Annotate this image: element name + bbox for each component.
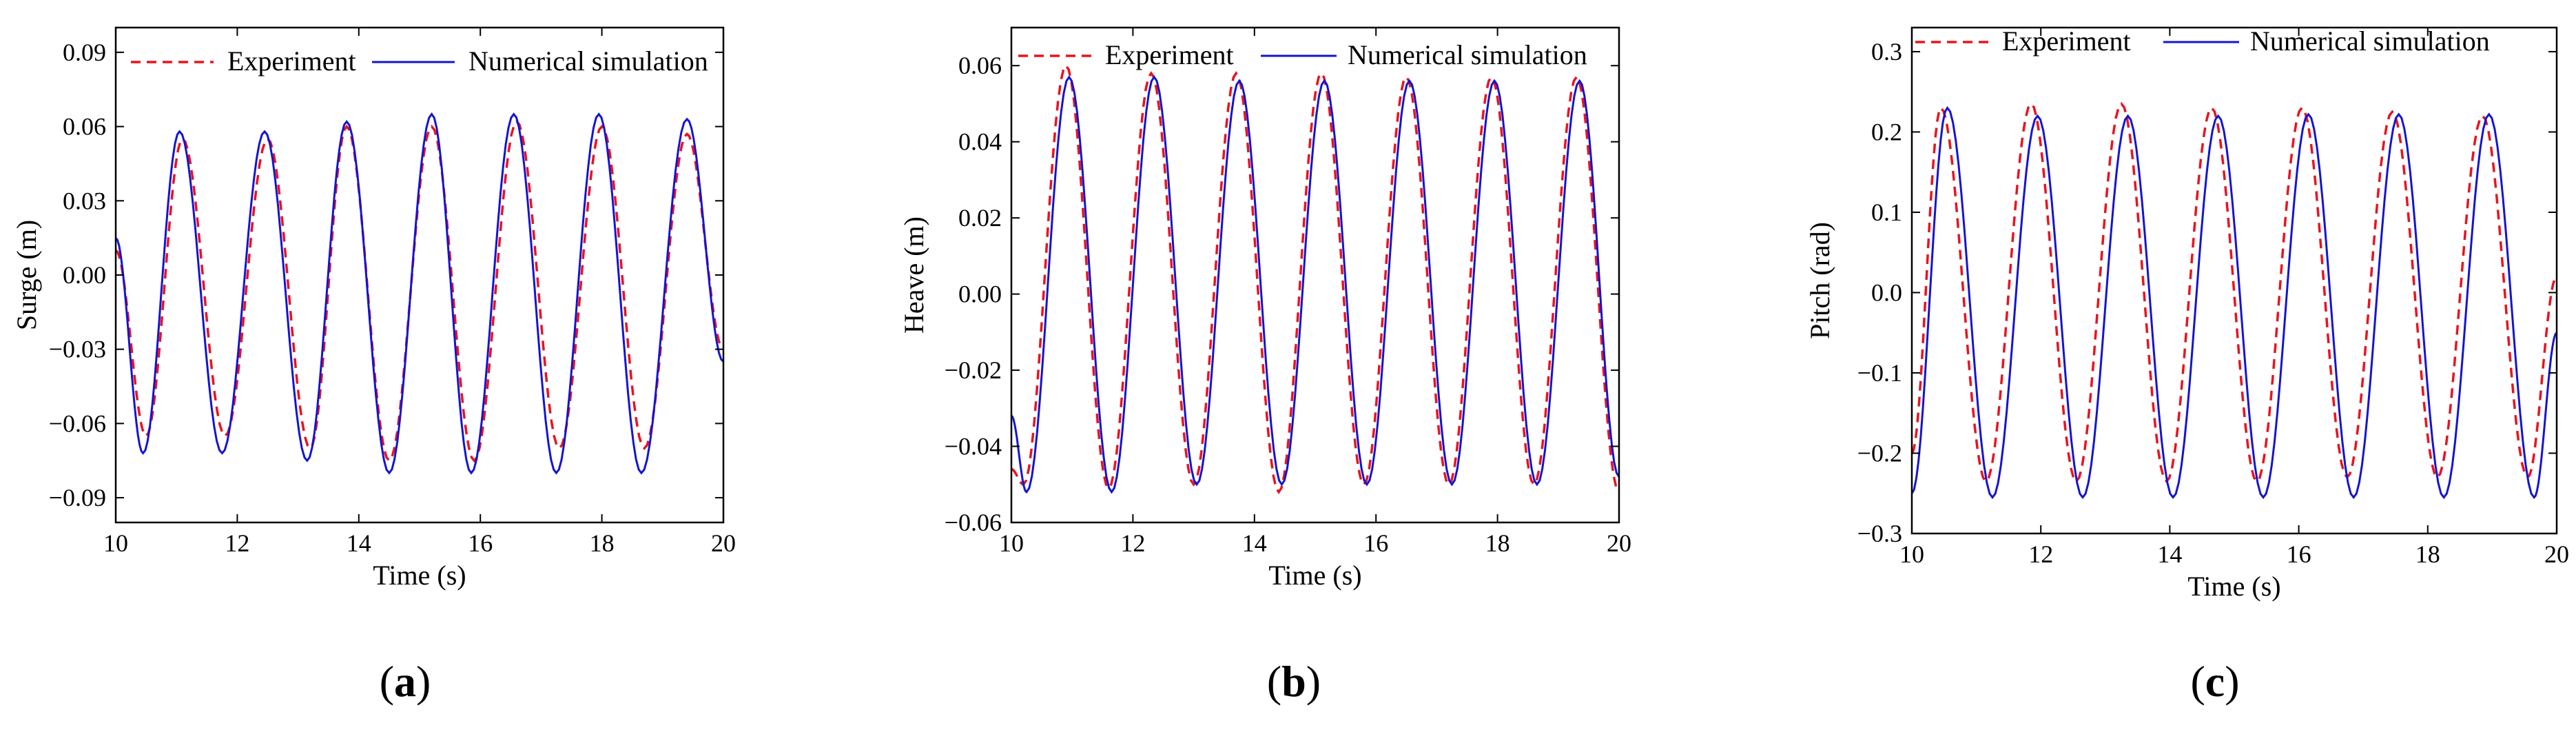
- x-axis-label: Time (s): [1268, 560, 1361, 591]
- x-tick-label: 16: [1363, 529, 1388, 557]
- legend-label-simulation: Numerical simulation: [2250, 26, 2490, 57]
- y-tick-label: −0.03: [49, 336, 106, 363]
- legend: Experiment Numerical simulation: [1018, 39, 1587, 70]
- y-tick-label: 0.02: [958, 204, 1002, 232]
- y-tick-label: −0.04: [945, 433, 1002, 460]
- chart-panel-c: 10 12 14 16 18 20 −0.3 −0.2 −0.1 0.0 0.1 0.2 0.3 Time…: [1804, 26, 2569, 706]
- y-tick-label: 0.06: [63, 113, 106, 141]
- y-axis-label: Pitch (rad): [1804, 222, 1835, 339]
- legend-label-experiment: Experiment: [2002, 26, 2131, 57]
- legend-label-simulation: Numerical simulation: [1348, 39, 1587, 70]
- legend-label-experiment: Experiment: [227, 45, 356, 77]
- x-tick-label: 16: [468, 529, 493, 557]
- x-tick-label: 14: [2157, 540, 2182, 568]
- panel-label: (a): [380, 657, 431, 706]
- y-tick-label: −0.02: [945, 356, 1002, 384]
- y-tick-label: 0.06: [958, 52, 1002, 79]
- x-tick-label: 20: [711, 529, 736, 557]
- panel-label: (b): [1267, 657, 1321, 706]
- plot-frame: [1010, 26, 1620, 524]
- y-tick-label: −0.06: [945, 509, 1002, 536]
- x-tick-label: 12: [225, 529, 249, 557]
- series-line-experiment: [1912, 101, 2557, 484]
- legend: Experiment Numerical simulation: [131, 45, 708, 77]
- legend-label-experiment: Experiment: [1105, 39, 1234, 70]
- y-tick-label: 0.00: [958, 281, 1002, 308]
- y-tick-label: 0.09: [63, 39, 106, 66]
- series-line-simulation: [116, 112, 723, 475]
- x-tick-label: 14: [347, 529, 371, 557]
- y-tick-label: −0.06: [49, 409, 106, 437]
- panel-label: (c): [2190, 657, 2239, 706]
- x-tick-label: 12: [2028, 540, 2053, 568]
- x-tick-label: 12: [1120, 529, 1145, 557]
- y-tick-label: −0.1: [1857, 359, 1902, 387]
- x-tick-label: 18: [590, 529, 615, 557]
- y-axis-label: Surge (m): [11, 220, 42, 330]
- y-tick-label: 0.00: [63, 261, 106, 289]
- x-axis-label: Time (s): [373, 560, 466, 591]
- y-tick-label: 0.04: [958, 128, 1002, 156]
- y-tick-label: −0.09: [49, 484, 106, 511]
- series-line-simulation: [1912, 105, 2557, 500]
- x-axis-label: Time (s): [2187, 571, 2280, 602]
- x-tick-label: 10: [999, 529, 1024, 557]
- legend-label-simulation: Numerical simulation: [468, 45, 708, 77]
- x-tick-label: 10: [103, 529, 128, 557]
- x-tick-label: 18: [1485, 529, 1510, 557]
- y-tick-label: 0.3: [1871, 38, 1902, 65]
- y-tick-label: 0.2: [1871, 118, 1902, 145]
- chart-panel-b: 10 12 14 16 18 20 −0.06 −0.04 −0.02 0.00 0.02 0.04 0…: [898, 26, 1631, 706]
- y-tick-label: 0.03: [63, 187, 106, 214]
- series-line-simulation: [1011, 75, 1619, 494]
- x-tick-label: 20: [2544, 540, 2569, 568]
- series-line-experiment: [1011, 63, 1619, 494]
- x-tick-label: 14: [1242, 529, 1267, 557]
- y-axis-label: Heave (m): [898, 216, 929, 334]
- legend: Experiment Numerical simulation: [1915, 26, 2490, 57]
- y-tick-label: −0.3: [1857, 520, 1902, 547]
- x-tick-label: 18: [2415, 540, 2440, 568]
- x-tick-label: 16: [2287, 540, 2311, 568]
- y-tick-label: 0.0: [1871, 278, 1902, 306]
- y-tick-label: −0.2: [1857, 439, 1902, 467]
- plot-frame: [1910, 26, 2558, 535]
- x-tick-label: 10: [1899, 540, 1924, 568]
- x-tick-label: 20: [1607, 529, 1631, 557]
- chart-panel-a: 10 12 14 16 18 20 −0.09 −0.06 −0.03 0.00 0.03 0.06 0…: [11, 26, 736, 706]
- y-tick-label: 0.1: [1871, 199, 1902, 226]
- plot-frame: [114, 26, 725, 524]
